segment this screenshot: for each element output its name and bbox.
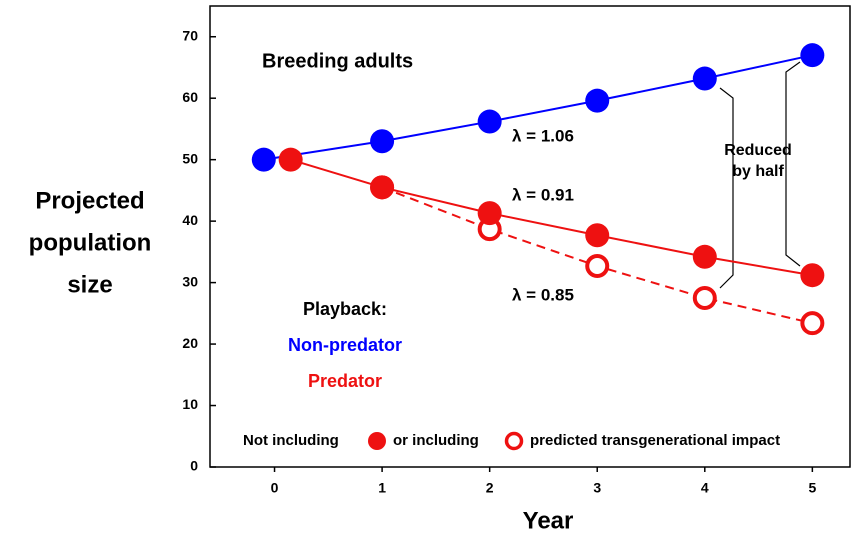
- chart-title: Breeding adults: [262, 50, 413, 72]
- y-tick-label: 40: [182, 212, 198, 228]
- x-tick-label: 3: [593, 480, 601, 496]
- data-point: [692, 244, 717, 269]
- legend-entry: Predator: [308, 371, 382, 391]
- legend-text: Not including: [243, 432, 339, 449]
- legend-title: Playback:: [303, 299, 387, 319]
- legend-marker: [504, 431, 524, 451]
- y-tick-label: 10: [182, 396, 198, 412]
- y-axis-label: population: [29, 229, 152, 256]
- annotation: by half: [732, 163, 784, 180]
- x-tick-label: 2: [486, 480, 494, 496]
- data-point: [477, 109, 502, 134]
- x-tick-label: 1: [378, 480, 386, 496]
- data-point: [800, 263, 825, 288]
- series-line: [290, 158, 813, 277]
- data-point: [692, 285, 717, 310]
- y-axis-label: size: [67, 271, 112, 298]
- plot-frame: [209, 5, 851, 468]
- annotation: λ = 0.85: [512, 285, 574, 304]
- legend-text: predicted transgenerational impact: [530, 432, 780, 449]
- data-point: [585, 223, 610, 248]
- y-tick-label: 70: [182, 27, 198, 43]
- data-point: [585, 88, 610, 113]
- y-tick-label: 20: [182, 335, 198, 351]
- data-point: [585, 254, 610, 279]
- x-tick-label: 5: [808, 480, 816, 496]
- y-tick-label: 60: [182, 89, 198, 105]
- y-axis-label: Projected: [35, 187, 144, 214]
- y-tick-label: 0: [190, 458, 198, 474]
- data-point: [800, 43, 825, 68]
- bracket: [719, 87, 734, 289]
- x-tick-label: 0: [271, 480, 279, 496]
- x-axis-label: Year: [523, 507, 574, 534]
- y-tick-label: 50: [182, 150, 198, 166]
- x-tick-label: 4: [701, 480, 709, 496]
- annotation: λ = 0.91: [512, 185, 574, 204]
- data-point: [692, 66, 717, 91]
- data-point: [477, 201, 502, 226]
- data-point: [251, 147, 276, 172]
- data-point: [800, 311, 825, 336]
- bracket: [785, 61, 801, 267]
- data-point: [278, 147, 303, 172]
- data-point: [370, 129, 395, 154]
- annotation: λ = 1.06: [512, 126, 574, 145]
- y-tick-label: 30: [182, 273, 198, 289]
- legend-text: or including: [393, 432, 479, 449]
- data-point: [370, 175, 395, 200]
- legend-marker: [368, 432, 386, 450]
- series-line: [263, 54, 813, 161]
- annotation: Reduced: [724, 142, 792, 159]
- legend-entry: Non-predator: [288, 335, 402, 355]
